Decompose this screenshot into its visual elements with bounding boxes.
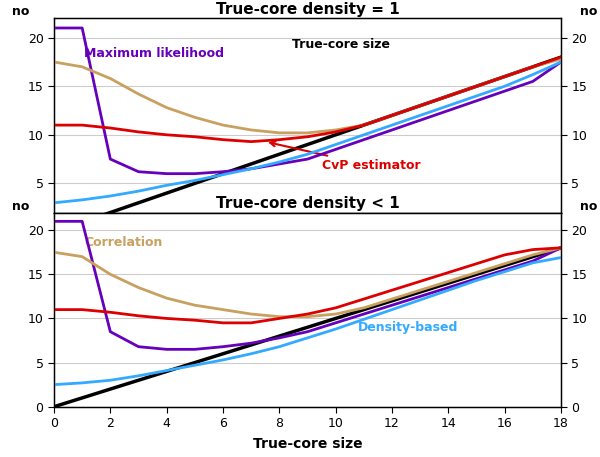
Text: Correlation: Correlation <box>85 236 163 249</box>
Text: Density-based: Density-based <box>358 321 458 334</box>
Text: no: no <box>580 200 598 213</box>
Title: True-core density = 1: True-core density = 1 <box>215 2 400 17</box>
Text: Maximum likelihood: Maximum likelihood <box>85 48 224 60</box>
Title: True-core density < 1: True-core density < 1 <box>215 197 400 211</box>
Text: True-core size: True-core size <box>292 38 390 51</box>
Text: no: no <box>13 5 30 18</box>
Text: no: no <box>580 5 598 18</box>
Text: no: no <box>13 200 30 213</box>
X-axis label: True-core size: True-core size <box>253 437 362 451</box>
Text: CvP estimator: CvP estimator <box>270 141 420 172</box>
